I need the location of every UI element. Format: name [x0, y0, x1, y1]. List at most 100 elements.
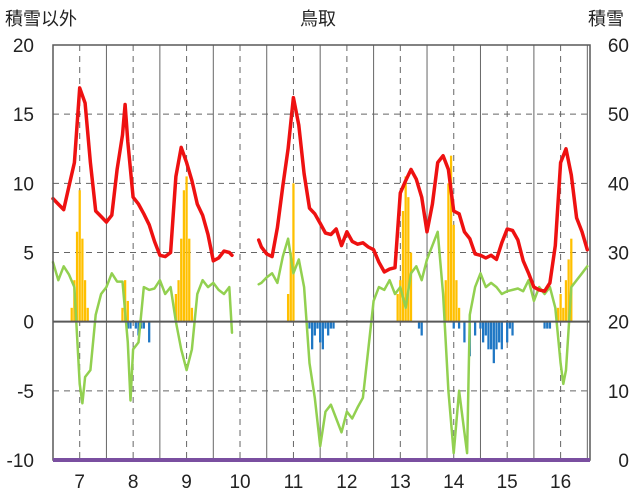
precip-bar	[180, 238, 183, 322]
left-axis-ticks: 20 15 10 5 0 -5 -10	[7, 36, 34, 472]
precip-bar	[292, 183, 295, 322]
precip-bar	[449, 155, 453, 322]
snow-change-bar	[495, 321, 498, 350]
precip-bar	[562, 307, 565, 322]
precip-bar	[289, 252, 292, 322]
snow-change-bar	[463, 321, 466, 343]
precip-bar	[190, 307, 194, 322]
snow-change-bar	[498, 321, 501, 343]
precip-bar	[409, 252, 413, 322]
bars	[70, 155, 573, 364]
snow-change-bar	[500, 321, 503, 350]
x-tick-label: 10	[229, 472, 250, 493]
snow-change-bar	[546, 321, 549, 329]
lines	[51, 86, 590, 455]
precip-bar	[185, 176, 188, 322]
snow-change-bar	[473, 321, 477, 336]
snow-change-bar	[420, 321, 423, 336]
snow-change-bar	[452, 321, 455, 329]
right-axis-label: 積雪	[588, 9, 624, 29]
right-tick-label: 30	[608, 244, 629, 265]
precip-bar	[457, 307, 461, 322]
x-tick-label: 13	[390, 472, 411, 493]
snow-change-bar	[506, 321, 509, 343]
snow-change-bar	[479, 321, 482, 329]
precip-bar	[86, 307, 89, 322]
precip-bar	[81, 238, 84, 322]
x-tick-label: 16	[550, 472, 571, 493]
right-tick-label: 40	[608, 174, 629, 195]
snow-change-bar	[490, 321, 493, 350]
precip-bar	[404, 176, 407, 322]
snow-change-bar	[457, 321, 461, 329]
snow-change-bar	[324, 321, 327, 329]
temperature-line	[51, 86, 234, 263]
precip-bar	[444, 280, 447, 322]
precip-bar	[556, 307, 560, 322]
x-tick-label: 14	[443, 472, 465, 493]
precip-bar	[567, 259, 570, 322]
precip-bar	[174, 294, 178, 322]
right-tick-label: 50	[608, 105, 629, 126]
left-tick-label: -5	[17, 382, 34, 403]
snow-change-bar	[327, 321, 330, 336]
precip-bar	[407, 197, 410, 322]
humidity-line	[51, 260, 234, 405]
precip-bar	[452, 224, 455, 322]
precip-bar	[121, 307, 124, 322]
left-tick-label: 15	[13, 105, 34, 126]
snow-change-bar	[329, 321, 332, 329]
snow-change-bar	[487, 321, 490, 350]
precip-bar	[399, 280, 402, 322]
snow-change-bar	[308, 321, 311, 329]
snow-change-bar	[137, 321, 140, 336]
precip-bar	[78, 190, 81, 322]
temperature-line	[256, 95, 590, 293]
snow-change-bar	[543, 321, 546, 329]
x-tick-label: 7	[74, 472, 85, 493]
precip-bar	[182, 190, 186, 322]
left-tick-label: 20	[13, 36, 34, 57]
precip-bar	[559, 294, 562, 322]
precip-bar	[188, 238, 191, 322]
left-axis-label: 積雪以外	[5, 9, 77, 29]
snow-change-bar	[332, 321, 335, 329]
left-tick-label: 5	[23, 244, 34, 265]
snow-change-bar	[321, 321, 324, 350]
snow-change-bar	[134, 321, 137, 329]
snow-change-bar	[316, 321, 319, 329]
x-tick-label: 8	[128, 472, 139, 493]
x-tick-label: 9	[181, 472, 192, 493]
plot-frame	[52, 44, 591, 462]
precip-bar	[83, 280, 87, 322]
left-tick-label: -10	[7, 451, 34, 472]
snow-change-bar	[511, 321, 514, 336]
snow-change-bar	[126, 321, 129, 329]
right-tick-label: 10	[608, 382, 629, 403]
x-tick-label: 12	[336, 472, 357, 493]
chart-title: 鳥取	[300, 9, 336, 29]
snow-change-bar	[313, 321, 316, 336]
snow-change-bar	[129, 321, 132, 329]
snow-change-bar	[148, 321, 151, 343]
snow-change-bar	[484, 321, 487, 336]
precip-bar	[396, 294, 399, 322]
x-axis-ticks: 7 8 9 10 11 12 13 14 15 16	[74, 472, 571, 493]
humidity-line	[257, 230, 589, 455]
snow-change-bar	[417, 321, 421, 329]
snow-change-bar	[142, 321, 145, 329]
precip-bar	[177, 280, 180, 322]
right-tick-label: 60	[608, 36, 629, 57]
right-tick-label: 20	[608, 313, 629, 334]
precip-bar	[455, 280, 458, 322]
snow-change-bar	[508, 321, 511, 329]
snow-change-bar	[481, 321, 485, 343]
precip-bar	[286, 294, 290, 322]
grid	[53, 45, 590, 460]
precip-bar	[447, 183, 450, 322]
precip-bar	[401, 211, 405, 322]
left-tick-label: 0	[23, 313, 34, 334]
precip-bar	[126, 300, 129, 322]
x-tick-label: 11	[284, 472, 304, 493]
